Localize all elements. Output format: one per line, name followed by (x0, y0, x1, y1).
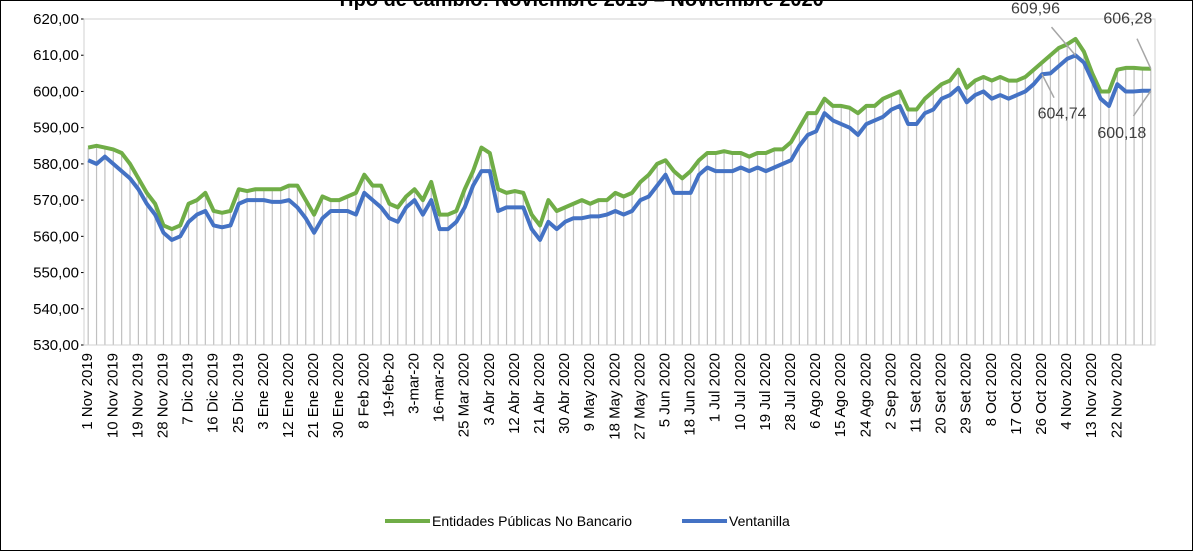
x-tick-label: 26 Oct 2020 (1033, 353, 1050, 435)
y-tick-label: 530,00 (33, 337, 79, 354)
x-tick-label: 25 Dic 2019 (230, 353, 247, 433)
data-label: 606,28 (1103, 11, 1152, 28)
leader-line (1041, 73, 1055, 99)
x-tick-label: 3-mar-20 (406, 353, 423, 414)
x-tick-label: 19 Jul 2020 (757, 353, 774, 431)
x-tick-label: 27 May 2020 (631, 353, 648, 440)
x-tick-label: 4 Nov 2020 (1058, 353, 1075, 430)
x-tick-label: 28 Jul 2020 (782, 353, 799, 431)
y-tick-label: 610,00 (33, 47, 79, 64)
x-tick-label: 18 Jun 2020 (682, 353, 699, 436)
x-tick-label: 15 Ago 2020 (832, 353, 849, 437)
y-tick-label: 580,00 (33, 156, 79, 173)
x-tick-label: 19-feb-20 (380, 353, 397, 417)
x-tick-label: 21 Abr 2020 (531, 353, 548, 434)
series-line (87, 53, 1151, 242)
data-label: 609,96 (1011, 0, 1060, 17)
x-tick-label: 6 Ago 2020 (807, 353, 824, 429)
legend-label: Ventanilla (729, 513, 790, 529)
x-tick-label: 29 Set 2020 (958, 353, 975, 434)
x-tick-label: 24 Ago 2020 (857, 353, 874, 437)
leader-line (1050, 26, 1077, 56)
x-tick-label: 10 Nov 2019 (104, 353, 121, 438)
x-tick-label: 22 Nov 2020 (1108, 353, 1125, 438)
x-tick-label: 5 Jun 2020 (657, 353, 674, 427)
x-tick-label: 13 Nov 2020 (1083, 353, 1100, 438)
x-tick-label: 3 Abr 2020 (481, 353, 498, 426)
y-tick-label: 540,00 (33, 301, 79, 318)
chart-title: Tipo de cambio: Noviembre 2019 – Noviemb… (336, 0, 824, 11)
x-tick-label: 20 Set 2020 (933, 353, 950, 434)
data-label: 600,18 (1097, 125, 1146, 142)
y-tick-label: 550,00 (33, 265, 79, 282)
x-tick-label: 16 Dic 2019 (205, 353, 222, 433)
leader-line (1132, 90, 1152, 117)
x-tick-label: 25 Mar 2020 (456, 353, 473, 437)
x-tick-label: 30 Ene 2020 (330, 353, 347, 438)
legend-label: Entidades Públicas No Bancario (432, 513, 632, 529)
x-tick-label: 1 Nov 2019 (79, 353, 96, 430)
y-tick-label: 600,00 (33, 83, 79, 100)
x-tick-label: 12 Ene 2020 (280, 353, 297, 438)
y-tick-label: 570,00 (33, 192, 79, 209)
x-tick-label: 19 Nov 2019 (129, 353, 146, 438)
x-tick-label: 16-mar-20 (431, 353, 448, 422)
x-tick-label: 1 Jul 2020 (707, 353, 724, 422)
x-tick-label: 10 Jul 2020 (732, 353, 749, 431)
x-tick-label: 11 Set 2020 (908, 353, 925, 433)
x-tick-label: 2 Sep 2020 (882, 353, 899, 430)
x-tick-label: 30 Abr 2020 (556, 353, 573, 434)
x-tick-label: 7 Dic 2019 (180, 353, 197, 425)
y-tick-label: 560,00 (33, 228, 79, 245)
y-tick-label: 590,00 (33, 120, 79, 137)
x-tick-label: 3 Ene 2020 (255, 353, 272, 430)
x-tick-label: 9 May 2020 (581, 353, 598, 431)
series-line (87, 36, 1151, 232)
x-tick-label: 8 Feb 2020 (355, 353, 372, 429)
x-tick-label: 21 Ene 2020 (305, 353, 322, 438)
x-tick-label: 28 Nov 2019 (154, 353, 171, 438)
x-tick-label: 18 May 2020 (606, 353, 623, 440)
leader-line (1136, 38, 1152, 70)
y-tick-label: 620,00 (33, 11, 79, 28)
data-label: 604,74 (1038, 105, 1087, 122)
x-tick-label: 17 Oct 2020 (1008, 353, 1025, 435)
plot-border (83, 18, 1156, 346)
x-tick-label: 12 Abr 2020 (506, 353, 523, 434)
x-tick-label: 8 Oct 2020 (983, 353, 1000, 426)
